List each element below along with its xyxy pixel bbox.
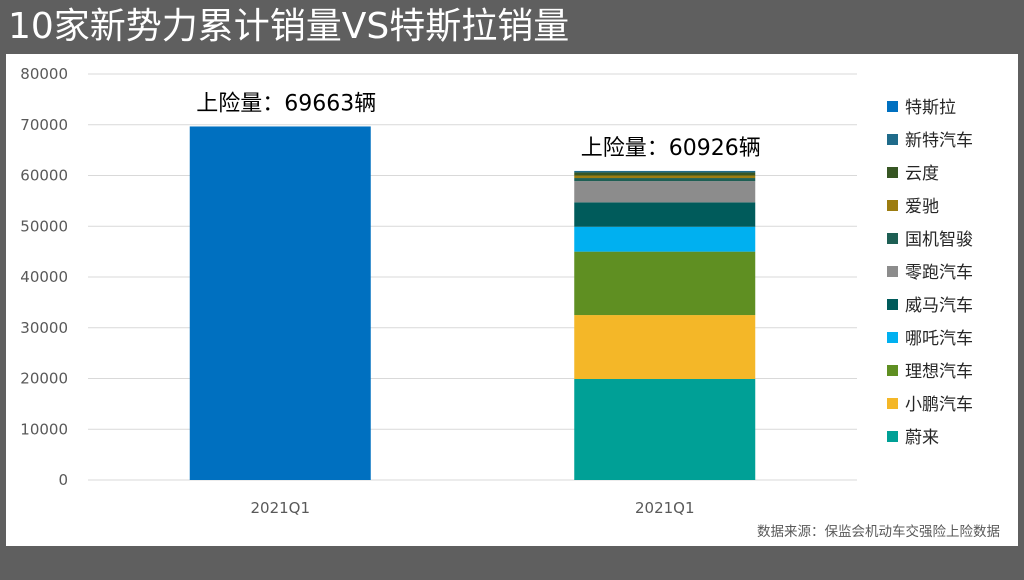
x-tick-label: 2021Q1 bbox=[250, 499, 310, 517]
legend-label: 特斯拉 bbox=[905, 98, 956, 118]
legend-label: 国机智骏 bbox=[905, 230, 973, 250]
bar-segment bbox=[574, 170, 756, 173]
legend-label: 小鹏汽车 bbox=[905, 395, 973, 415]
legend-swatch bbox=[887, 332, 898, 343]
legend-label: 威马汽车 bbox=[905, 296, 973, 316]
y-tick-label: 60000 bbox=[20, 167, 68, 185]
y-tick-label: 80000 bbox=[20, 65, 68, 83]
bar-segment bbox=[189, 126, 371, 481]
bar-segment bbox=[574, 251, 756, 316]
legend-swatch bbox=[887, 134, 898, 145]
legend-swatch bbox=[887, 365, 898, 376]
y-tick-label: 70000 bbox=[20, 116, 68, 134]
legend-label: 零跑汽车 bbox=[905, 263, 973, 283]
legend-swatch bbox=[887, 167, 898, 178]
bar-segment bbox=[574, 181, 756, 203]
legend-label: 爱驰 bbox=[905, 197, 939, 217]
x-tick-label: 2021Q1 bbox=[635, 499, 695, 517]
bar-total-annotation: 上险量：60926辆 bbox=[581, 136, 761, 161]
bar-segment bbox=[574, 202, 756, 227]
legend-swatch bbox=[887, 101, 898, 112]
y-tick-label: 0 bbox=[58, 471, 68, 489]
legend-label: 新特汽车 bbox=[905, 131, 973, 151]
chart-title: 10家新势力累计销量VS特斯拉销量 bbox=[8, 6, 570, 47]
legend-swatch bbox=[887, 398, 898, 409]
legend-swatch bbox=[887, 299, 898, 310]
bar-segment bbox=[574, 178, 756, 182]
bar-segment bbox=[574, 315, 756, 380]
y-tick-label: 20000 bbox=[20, 370, 68, 388]
legend-swatch bbox=[887, 431, 898, 442]
bar-total-annotation: 上险量：69663辆 bbox=[196, 91, 376, 116]
bar-segment bbox=[574, 175, 756, 179]
y-tick-label: 30000 bbox=[20, 319, 68, 337]
bar-segment bbox=[574, 226, 756, 252]
legend-swatch bbox=[887, 266, 898, 277]
bar-segment bbox=[574, 172, 756, 176]
chart-panel: 0 10000 20000 30000 40000 50000 60000 70000 8000… bbox=[6, 54, 1018, 546]
stacked-bar-chart: 0 10000 20000 30000 40000 50000 60000 70000 8000… bbox=[20, 65, 973, 517]
data-source-note: 数据来源：保监会机动车交强险上险数据 bbox=[757, 524, 1000, 540]
y-tick-label: 50000 bbox=[20, 217, 68, 235]
legend-label: 蔚来 bbox=[905, 428, 939, 448]
y-tick-label: 10000 bbox=[20, 420, 68, 438]
legend-swatch bbox=[887, 200, 898, 211]
bar-segment bbox=[574, 379, 756, 480]
y-tick-label: 40000 bbox=[20, 268, 68, 286]
legend-label: 哪吒汽车 bbox=[905, 329, 973, 349]
legend-swatch bbox=[887, 233, 898, 244]
legend-label: 理想汽车 bbox=[905, 362, 973, 382]
legend-label: 云度 bbox=[905, 164, 939, 184]
